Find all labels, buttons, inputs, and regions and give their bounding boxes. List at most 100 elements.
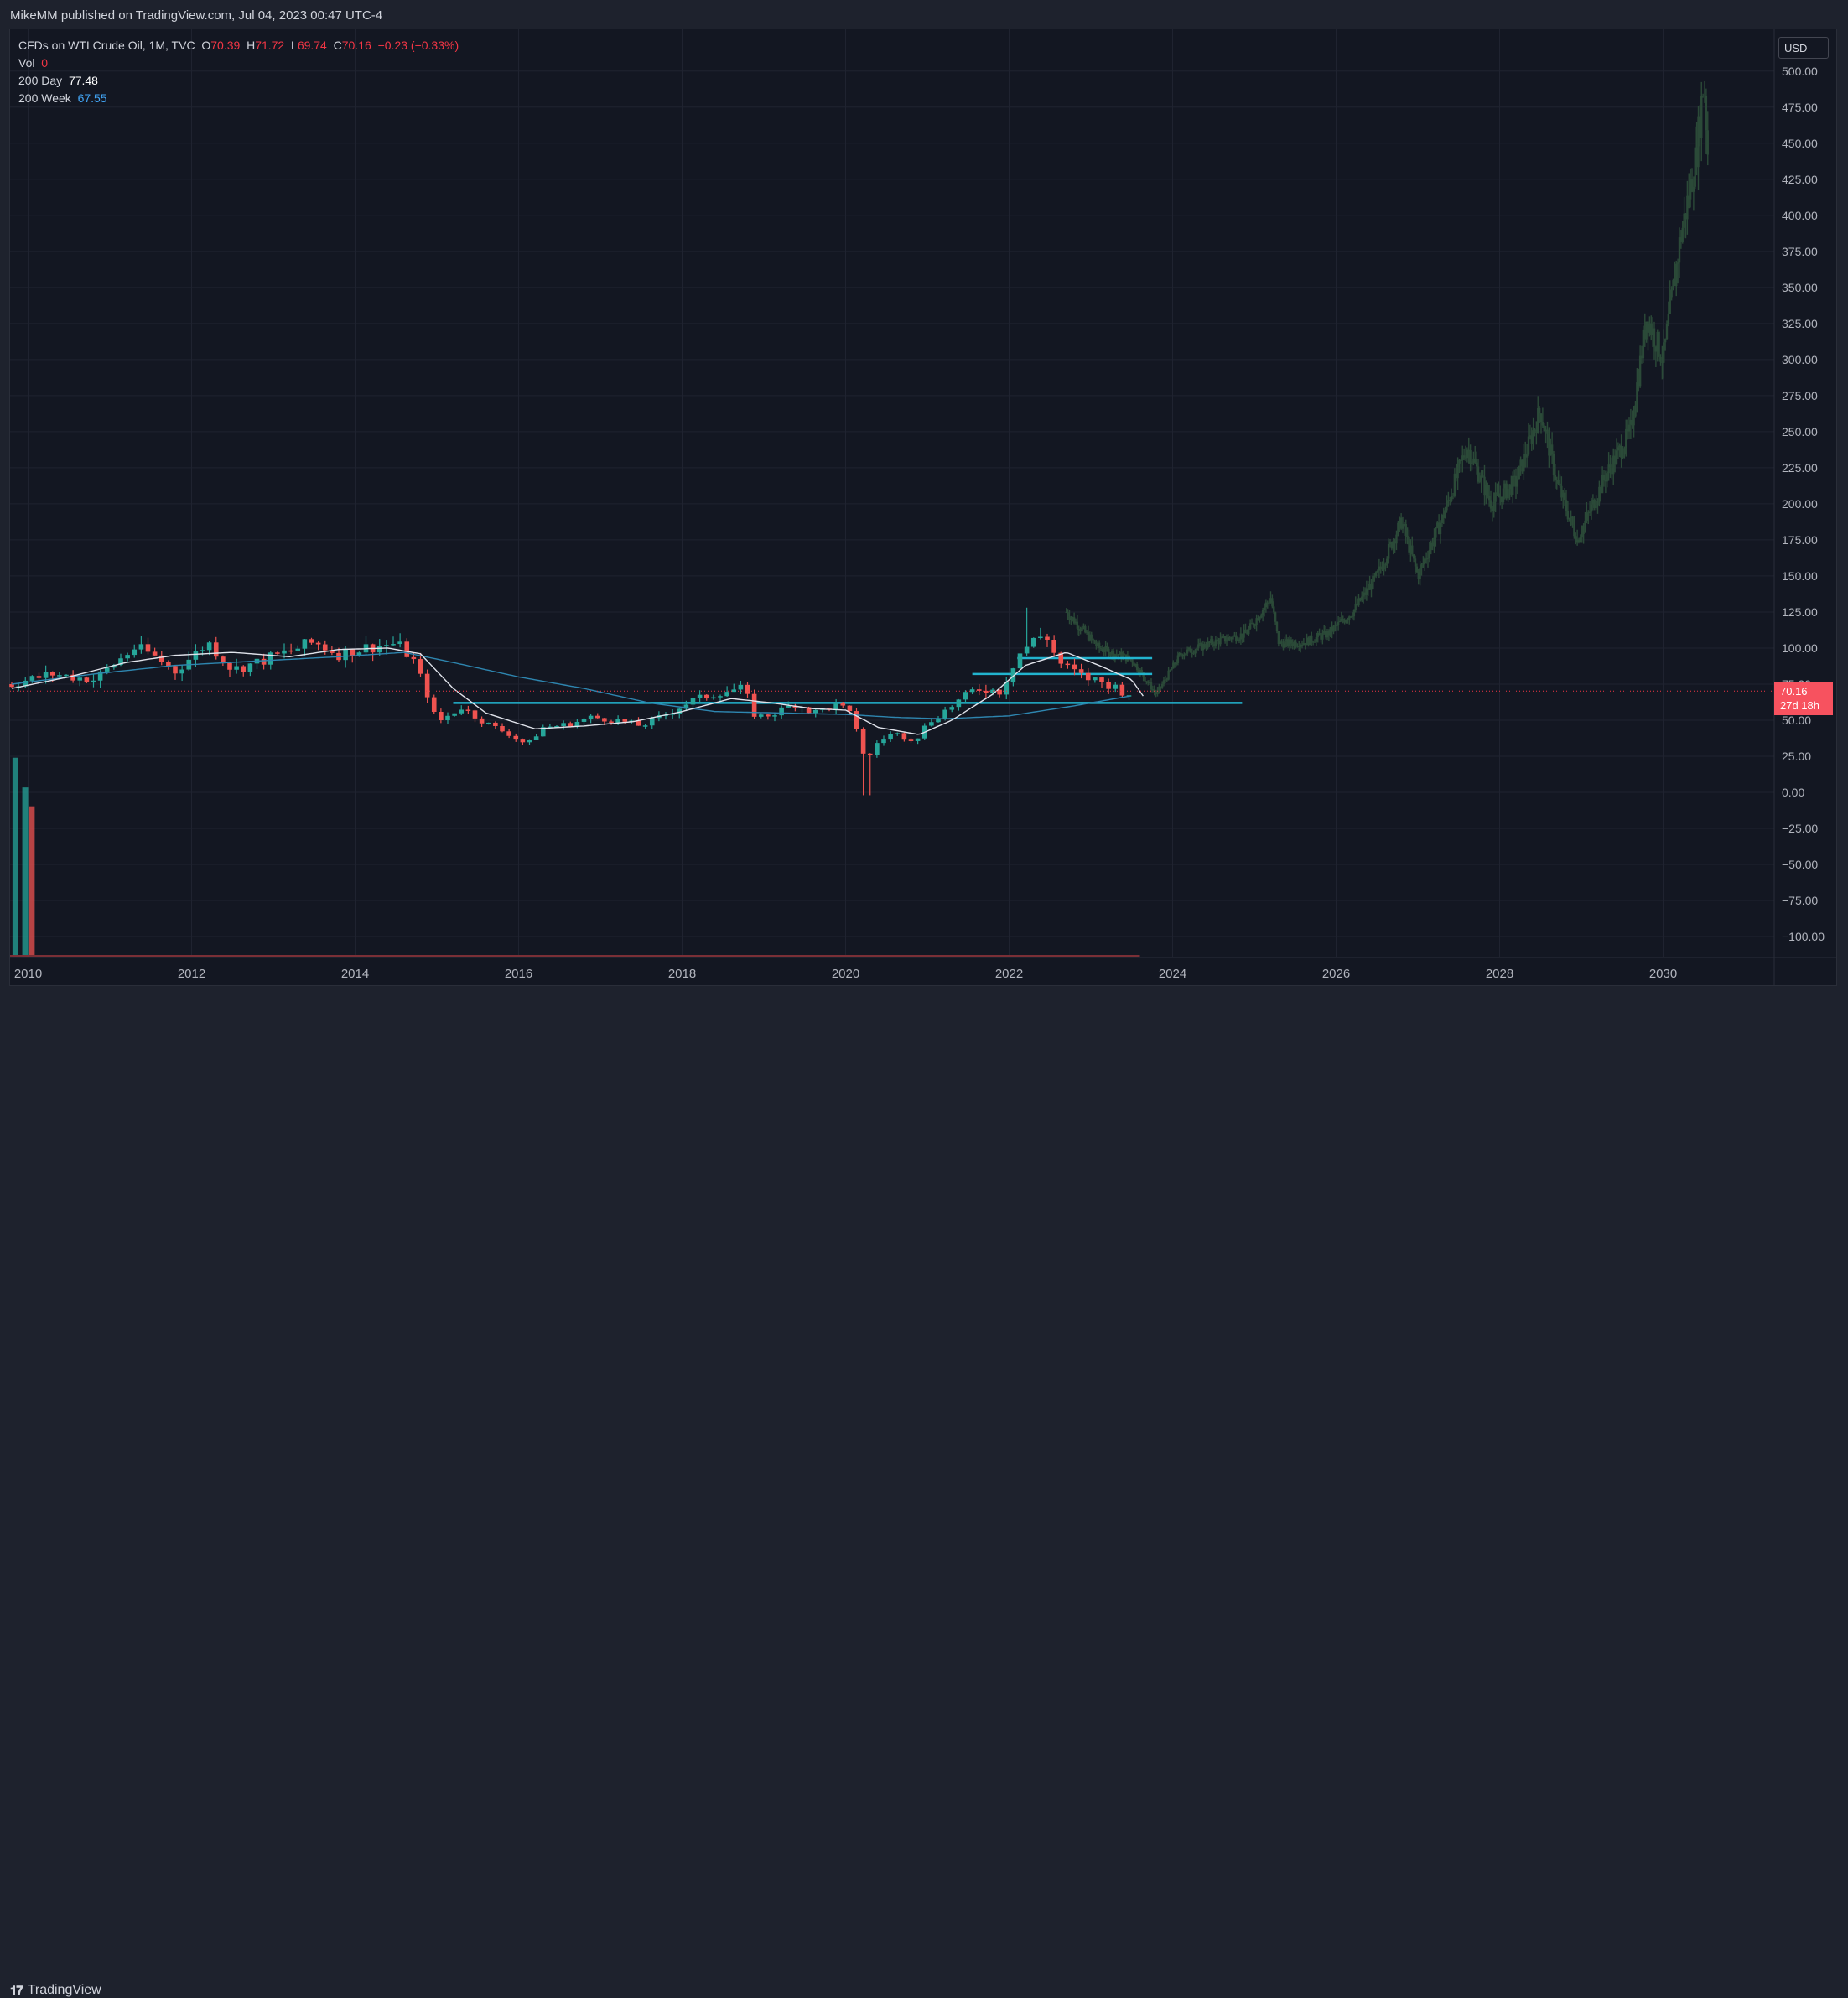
projection-candle bbox=[1474, 458, 1477, 463]
projection-candle bbox=[1072, 617, 1074, 619]
projection-candle bbox=[1598, 486, 1601, 501]
projection-candle bbox=[1392, 541, 1394, 549]
projection-candle bbox=[1318, 632, 1321, 636]
candle-down bbox=[158, 655, 164, 662]
legend-ma1-row[interactable]: 200 Day 77.48 bbox=[18, 72, 459, 90]
projection-candle bbox=[1103, 651, 1105, 653]
projection-candle bbox=[1370, 584, 1373, 589]
projection-candle bbox=[1480, 475, 1482, 481]
volume-bar bbox=[12, 757, 18, 957]
projection-candle bbox=[1543, 425, 1545, 432]
projection-candle bbox=[1412, 554, 1415, 559]
ma-200-week-line bbox=[11, 651, 1130, 720]
projection-candle bbox=[1181, 654, 1184, 657]
y-tick-label: 175.00 bbox=[1782, 533, 1818, 547]
projection-candle bbox=[1524, 454, 1527, 458]
projection-candle bbox=[1498, 493, 1500, 498]
high-value: 71.72 bbox=[255, 39, 285, 52]
projection-candle bbox=[1300, 644, 1304, 646]
projection-candle bbox=[1227, 637, 1230, 641]
projection-candle bbox=[1145, 681, 1148, 682]
projection-candle bbox=[1622, 454, 1624, 458]
projection-candle bbox=[1342, 619, 1344, 621]
projection-candle bbox=[1675, 263, 1678, 287]
publisher-name[interactable]: MikeMM bbox=[10, 8, 58, 23]
candle-down bbox=[609, 721, 614, 723]
projection-candle bbox=[1460, 459, 1462, 461]
projection-candle bbox=[1478, 480, 1482, 482]
tradingview-brand: TradingView bbox=[27, 1983, 101, 1997]
price-chart[interactable]: −100.00−75.00−50.00−25.000.0025.0050.007… bbox=[0, 0, 1848, 1024]
open-label: O bbox=[201, 39, 211, 52]
header-bar: MikeMM published on TradingView.com, Jul… bbox=[0, 0, 1848, 30]
projection-candle bbox=[1134, 663, 1137, 666]
candle-down bbox=[1045, 636, 1050, 640]
projection-candle bbox=[1487, 485, 1489, 496]
candle-up bbox=[683, 704, 689, 709]
projection-candle bbox=[1406, 535, 1409, 537]
projection-candle bbox=[1260, 615, 1263, 618]
projection-candle bbox=[1208, 641, 1211, 643]
projection-candle bbox=[1408, 537, 1410, 553]
projection-candle bbox=[1519, 459, 1522, 467]
candle-up bbox=[527, 740, 532, 743]
projection-candle bbox=[1683, 213, 1685, 228]
candle-up bbox=[1038, 636, 1043, 639]
candle-down bbox=[49, 672, 55, 676]
projection-candle bbox=[1171, 668, 1173, 671]
projection-candle bbox=[1291, 643, 1294, 646]
projection-candle bbox=[1367, 588, 1369, 590]
projection-candle bbox=[1345, 620, 1347, 623]
projection-candle bbox=[1164, 679, 1167, 681]
projection-candle bbox=[1446, 501, 1448, 511]
candle-up bbox=[459, 709, 465, 714]
projection-candle bbox=[1590, 504, 1593, 512]
projection-candle bbox=[1299, 644, 1302, 647]
x-tick-label: 2010 bbox=[14, 967, 42, 981]
projection-candle bbox=[1596, 500, 1599, 506]
projection-candle bbox=[1626, 428, 1629, 432]
projection-candle bbox=[1363, 592, 1367, 595]
candle-up bbox=[812, 709, 818, 714]
candle-up bbox=[295, 648, 301, 651]
candle-up bbox=[779, 707, 784, 716]
y-tick-label: 325.00 bbox=[1782, 317, 1818, 330]
projection-candle bbox=[1529, 435, 1532, 437]
candle-down bbox=[1099, 677, 1104, 682]
projection-candle bbox=[1428, 549, 1431, 558]
candle-up bbox=[690, 698, 696, 705]
candle-up bbox=[104, 667, 110, 672]
projection-candle bbox=[1250, 623, 1254, 625]
projection-candle bbox=[1147, 682, 1150, 683]
candle-up bbox=[554, 725, 559, 728]
projection-candle bbox=[1386, 558, 1389, 564]
candle-up bbox=[1017, 653, 1023, 669]
projection-candle bbox=[1541, 422, 1544, 426]
projection-candle bbox=[1534, 429, 1536, 431]
projection-candle bbox=[1361, 596, 1363, 601]
legend-volume-row[interactable]: Vol 0 bbox=[18, 54, 459, 72]
projection-candle bbox=[1175, 662, 1178, 665]
legend-symbol-row[interactable]: CFDs on WTI Crude Oil, 1M, TVC O70.39 H7… bbox=[18, 37, 459, 54]
currency-button[interactable]: USD bbox=[1778, 37, 1829, 59]
projection-candle bbox=[1581, 534, 1583, 538]
candle-up bbox=[485, 722, 491, 724]
projection-candle bbox=[1246, 633, 1248, 635]
bar-countdown: 27d 18h bbox=[1780, 699, 1819, 712]
projection-candle bbox=[1653, 328, 1656, 347]
candle-down bbox=[500, 725, 505, 732]
candle-down bbox=[1085, 672, 1091, 681]
projection-candle bbox=[1584, 520, 1586, 526]
projection-candle bbox=[1085, 631, 1088, 633]
projection-candle bbox=[1633, 416, 1635, 426]
projection-candle bbox=[1357, 598, 1360, 605]
projection-candle bbox=[1562, 492, 1565, 498]
tradingview-logo[interactable]: 𝟏𝟕 TradingView bbox=[10, 1983, 101, 1998]
projection-candle bbox=[1233, 635, 1236, 637]
chart-pane[interactable] bbox=[9, 29, 1837, 986]
candle-up bbox=[615, 719, 620, 723]
projection-candle bbox=[1539, 413, 1543, 423]
projection-candle bbox=[1099, 648, 1103, 650]
projection-candle bbox=[1656, 331, 1659, 352]
legend-ma2-row[interactable]: 200 Week 67.55 bbox=[18, 90, 459, 107]
